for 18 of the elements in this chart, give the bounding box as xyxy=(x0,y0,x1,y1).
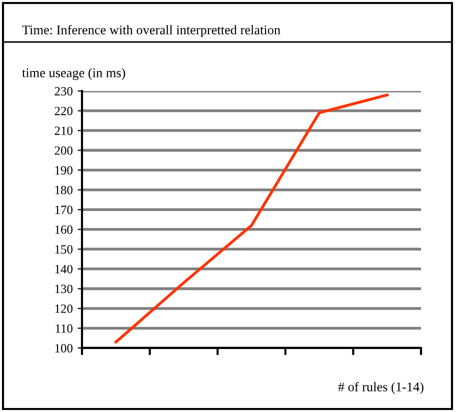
y-tick-label: 210 xyxy=(54,126,72,135)
y-tick-label: 110 xyxy=(56,324,72,333)
y-tick-label: 100 xyxy=(55,344,72,352)
line-series xyxy=(114,94,388,344)
y-tick-label: 170 xyxy=(55,206,72,214)
y-tick-label: 180 xyxy=(55,186,72,194)
y-tick-label: 230 xyxy=(54,87,72,96)
y-axis-title: time useage (in ms) xyxy=(22,68,126,80)
y-tick-label: 130 xyxy=(55,284,72,294)
y-tick-label: 190 xyxy=(55,166,72,175)
chart-title: Time: Inference with overall interpretted relation xyxy=(22,24,280,38)
y-tick-label: 160 xyxy=(55,225,72,234)
y-tick-label: 120 xyxy=(55,304,72,313)
y-tick-label: 200 xyxy=(54,146,72,155)
y-tick-label: 150 xyxy=(55,245,72,254)
x-axis-title: # of rules (1-14) xyxy=(338,382,424,394)
y-tick-label: 220 xyxy=(54,106,72,116)
y-tick-label: 140 xyxy=(55,264,72,274)
